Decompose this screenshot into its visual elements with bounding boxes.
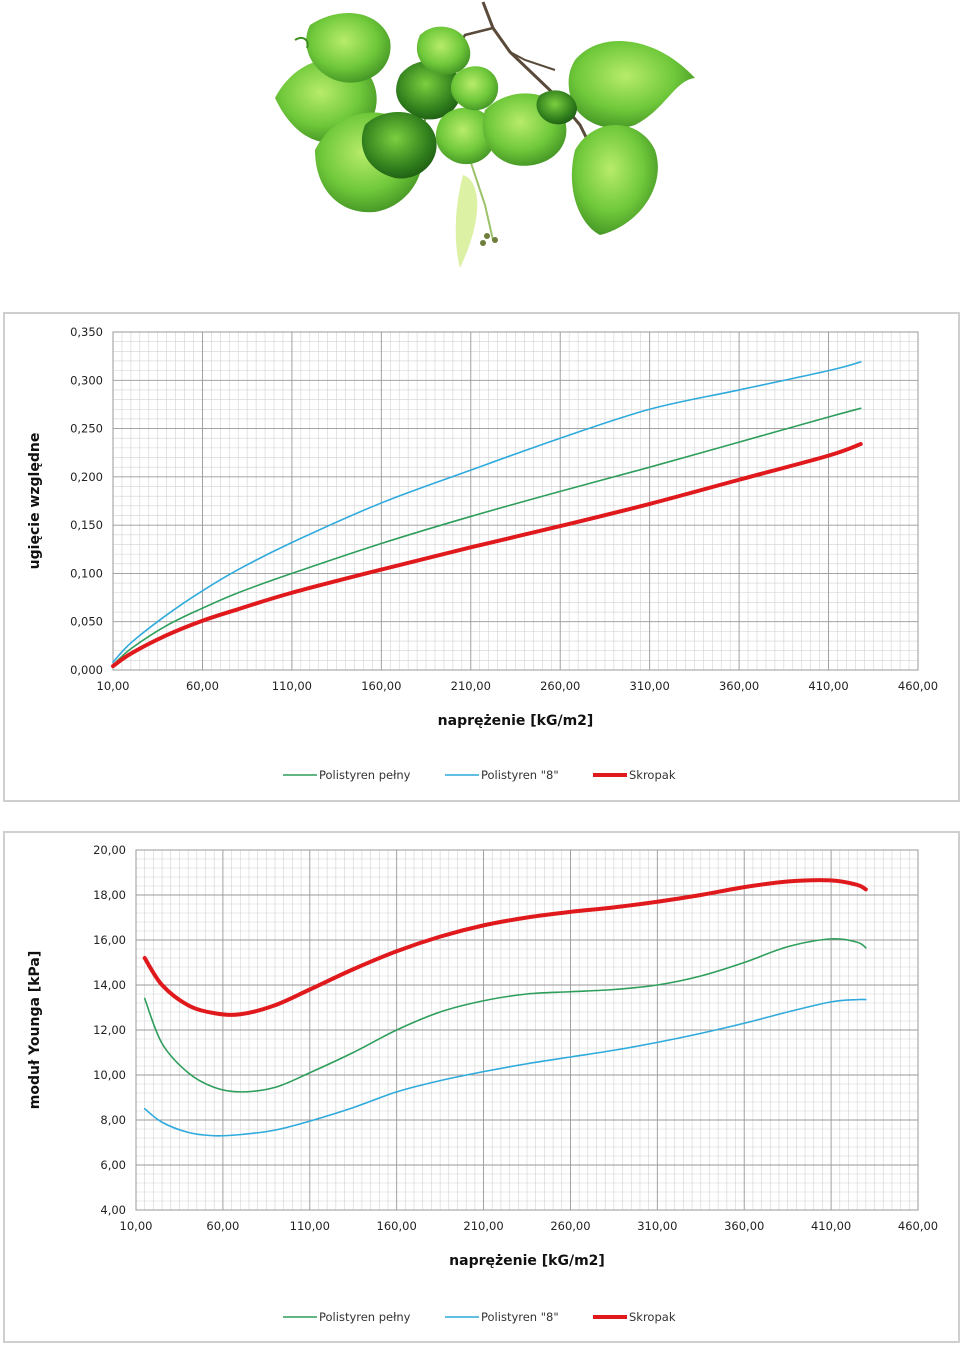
- legend-label-0: Polistyren pełny: [319, 1310, 411, 1324]
- series-line-0: [143, 937, 867, 1093]
- legend-label-1: Polistyren "8": [481, 1310, 559, 1324]
- x-tick-label: 310,00: [637, 1219, 677, 1233]
- chart-panel-young-modulus: 10,00 60,00 110,00 160,00 210,00 260,00 310,00…: [3, 831, 960, 1343]
- young-modulus-chart: 10,00 60,00 110,00 160,00 210,00 260,00 310,00…: [27, 843, 938, 1324]
- x-axis-title: naprężenie [kG/m2]: [449, 1253, 605, 1269]
- y-tick-label: 18,00: [93, 888, 126, 902]
- x-tick-label: 210,00: [451, 679, 491, 693]
- y-tick-label: 0,000: [70, 663, 103, 677]
- series-line-2: [111, 442, 863, 669]
- x-tick-label: 410,00: [808, 679, 848, 693]
- x-tick-label: 460,00: [898, 1219, 938, 1233]
- deflection-chart: 10,00 60,00 110,00 160,00 210,00 260,00 310,00…: [27, 325, 938, 782]
- x-tick-label: 10,00: [97, 679, 130, 693]
- y-tick-label: 0,250: [70, 422, 103, 436]
- y-axis-title: ugięcie względne: [27, 433, 43, 570]
- legend: Polistyren pełny Polistyren "8" Skropak: [283, 1310, 676, 1324]
- x-tick-label: 360,00: [719, 679, 759, 693]
- x-tick-label: 60,00: [186, 679, 219, 693]
- x-tick-label: 310,00: [630, 679, 670, 693]
- y-tick-label: 4,00: [100, 1203, 126, 1217]
- x-tick-label: 10,00: [120, 1219, 153, 1233]
- y-axis-title: moduł Younga [kPa]: [27, 951, 43, 1109]
- linden-leaves-branch-icon: [275, 1, 695, 268]
- x-tick-label: 160,00: [377, 1219, 417, 1233]
- legend-label-2: Skropak: [629, 768, 676, 782]
- y-tick-label: 16,00: [93, 933, 126, 947]
- y-tick-label: 6,00: [100, 1158, 126, 1172]
- x-tick-label: 210,00: [463, 1219, 503, 1233]
- y-tick-label: 0,100: [70, 566, 103, 580]
- legend-label-2: Skropak: [629, 1310, 676, 1324]
- grid: [112, 331, 919, 671]
- y-tick-label: 10,00: [93, 1068, 126, 1082]
- legend: Polistyren pełny Polistyren "8" Skropak: [283, 768, 676, 782]
- y-tick-label: 0,350: [70, 325, 103, 339]
- chart-panel-deflection: 10,00 60,00 110,00 160,00 210,00 260,00 310,00…: [3, 312, 960, 802]
- legend-label-1: Polistyren "8": [481, 768, 559, 782]
- series-line-2: [142, 878, 868, 1017]
- x-tick-label: 260,00: [550, 1219, 590, 1233]
- y-tick-label: 0,050: [70, 615, 103, 629]
- x-tick-label: 410,00: [811, 1219, 851, 1233]
- x-tick-label: 110,00: [290, 1219, 330, 1233]
- series-line-1: [143, 998, 867, 1137]
- y-tick-label: 0,300: [70, 373, 103, 387]
- x-tick-label: 110,00: [272, 679, 312, 693]
- x-tick-label: 160,00: [361, 679, 401, 693]
- x-tick-label: 460,00: [898, 679, 938, 693]
- x-tick-label: 60,00: [206, 1219, 239, 1233]
- series-line-1: [112, 361, 862, 664]
- y-tick-label: 0,150: [70, 518, 103, 532]
- y-tick-label: 14,00: [93, 978, 126, 992]
- x-tick-label: 260,00: [540, 679, 580, 693]
- x-axis-title: naprężenie [kG/m2]: [438, 713, 594, 729]
- y-tick-label: 0,200: [70, 470, 103, 484]
- y-tick-label: 20,00: [93, 843, 126, 857]
- y-tick-label: 12,00: [93, 1023, 126, 1037]
- grid: [135, 849, 919, 1211]
- legend-label-0: Polistyren pełny: [319, 768, 411, 782]
- y-tick-label: 8,00: [100, 1113, 126, 1127]
- x-tick-label: 360,00: [724, 1219, 764, 1233]
- series-line-0: [112, 407, 862, 666]
